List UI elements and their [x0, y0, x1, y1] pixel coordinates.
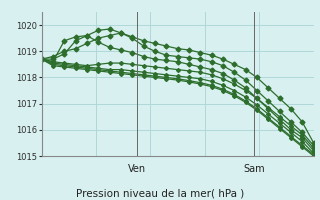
Text: Ven: Ven — [128, 164, 146, 174]
Text: Pression niveau de la mer( hPa ): Pression niveau de la mer( hPa ) — [76, 188, 244, 198]
Text: Sam: Sam — [243, 164, 265, 174]
